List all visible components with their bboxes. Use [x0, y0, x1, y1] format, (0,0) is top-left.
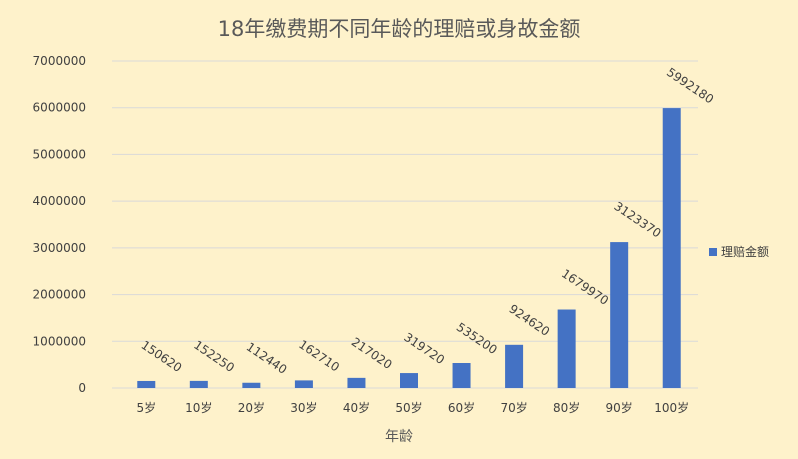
bar	[610, 242, 629, 388]
data-label: 112440	[244, 340, 290, 377]
y-axis-ticks: 0 1000000 2000000 3000000 4000000 5000000 6000…	[33, 54, 86, 395]
bar	[347, 377, 366, 388]
data-label: 162710	[296, 337, 342, 374]
y-tick-label: 3000000	[33, 241, 86, 255]
y-tick-label: 7000000	[33, 54, 86, 68]
x-tick-label: 10岁	[185, 400, 212, 415]
bar	[505, 344, 524, 388]
x-tick-label: 30岁	[290, 400, 317, 415]
gridlines	[112, 60, 698, 389]
bar	[137, 380, 156, 388]
bars	[137, 108, 681, 388]
x-axis-ticks: 5岁 10岁 20岁 30岁 40岁 50岁 60岁 70岁 80岁 90岁 100岁	[136, 400, 689, 415]
data-label: 1679970	[559, 266, 611, 307]
y-tick-label: 5000000	[33, 147, 86, 161]
bar	[557, 309, 576, 388]
data-label: 152250	[191, 338, 237, 375]
bar	[662, 108, 681, 388]
bar	[242, 382, 261, 388]
x-tick-label: 20岁	[238, 400, 265, 415]
legend-swatch	[709, 248, 717, 256]
bar	[189, 380, 208, 388]
x-tick-label: 5岁	[136, 400, 156, 415]
data-label: 3123370	[612, 199, 664, 240]
y-tick-label: 0	[78, 381, 86, 395]
y-tick-label: 4000000	[33, 194, 86, 208]
bar	[400, 373, 418, 388]
x-tick-label: 70岁	[500, 400, 527, 415]
bar	[452, 362, 471, 388]
legend: 理赔金额	[709, 244, 769, 259]
x-tick-label: 40岁	[343, 400, 370, 415]
chart-title: 18年缴费期不同年龄的理赔或身故金额	[218, 17, 581, 41]
data-label: 150620	[139, 338, 185, 375]
data-label: 217020	[349, 335, 395, 372]
x-tick-label: 50岁	[395, 400, 422, 415]
data-label: 535200	[454, 320, 500, 357]
y-tick-label: 6000000	[33, 101, 86, 115]
x-tick-label: 60岁	[448, 400, 475, 415]
data-label: 5992180	[664, 65, 716, 106]
data-labels: 150620 152250 112440 162710 217020 319720 5352…	[139, 65, 717, 377]
y-tick-label: 2000000	[33, 288, 86, 302]
x-axis-label: 年龄	[385, 429, 413, 445]
y-tick-label: 1000000	[33, 334, 86, 348]
data-label: 319720	[401, 330, 447, 367]
data-label: 924620	[506, 302, 552, 339]
x-tick-label: 90岁	[606, 400, 633, 415]
legend-label: 理赔金额	[721, 244, 769, 259]
x-tick-label: 100岁	[654, 400, 689, 415]
x-tick-label: 80岁	[553, 400, 580, 415]
bar	[294, 380, 313, 388]
